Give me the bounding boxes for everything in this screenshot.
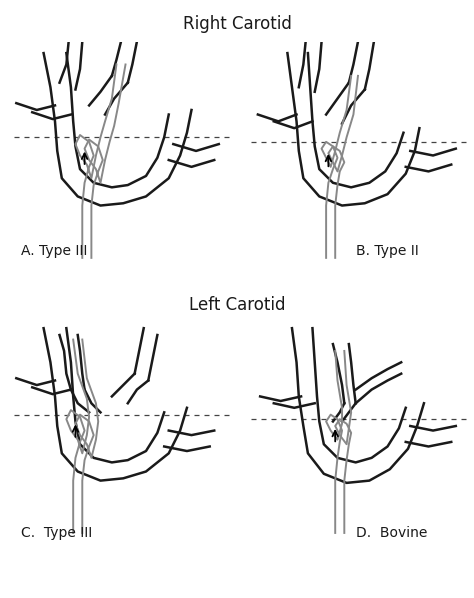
Text: B. Type II: B. Type II xyxy=(356,244,419,258)
Text: Right Carotid: Right Carotid xyxy=(182,15,292,33)
Text: C.  Type III: C. Type III xyxy=(21,526,92,540)
Text: A. Type III: A. Type III xyxy=(21,244,87,258)
Text: Left Carotid: Left Carotid xyxy=(189,296,285,314)
Text: D.  Bovine: D. Bovine xyxy=(356,526,427,540)
